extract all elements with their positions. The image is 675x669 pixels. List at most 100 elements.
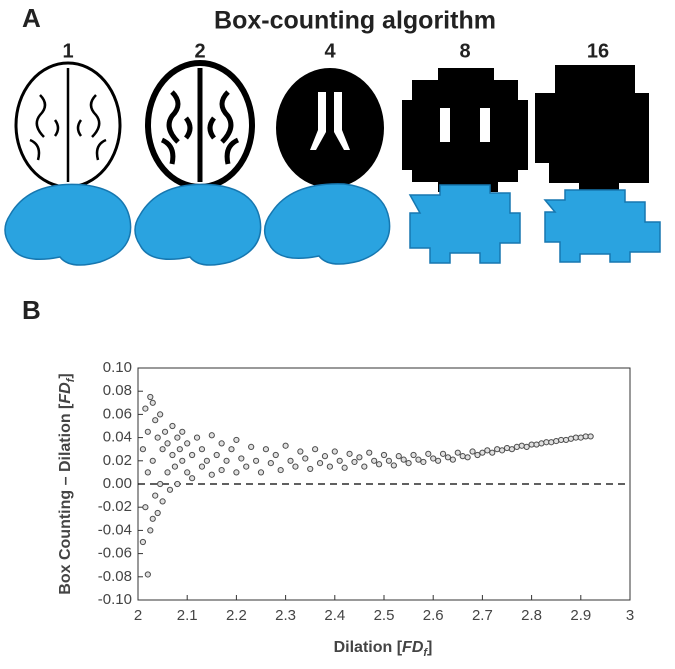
point (243, 463, 250, 470)
point (380, 451, 388, 459)
point (341, 464, 348, 471)
point (154, 509, 161, 517)
point (189, 451, 196, 459)
point (444, 454, 452, 461)
point (469, 448, 476, 455)
point (371, 457, 378, 464)
point (528, 441, 535, 448)
x-axis-label: Dilation [FDf] (334, 639, 433, 659)
point (326, 463, 333, 470)
point (425, 450, 432, 457)
point (449, 456, 456, 463)
point (198, 463, 206, 470)
point (174, 434, 181, 441)
point (292, 463, 299, 470)
point (189, 475, 196, 482)
y-tick-label: 0.04 (103, 429, 132, 446)
point (203, 457, 210, 464)
point (307, 465, 314, 473)
point (533, 441, 540, 448)
point (454, 449, 461, 456)
label-part: f (65, 377, 77, 382)
point (144, 469, 151, 476)
point (508, 446, 516, 453)
point (385, 457, 393, 464)
label-part: f (423, 647, 428, 659)
y-tick-label: 0.06 (103, 405, 132, 422)
point (152, 492, 159, 499)
point (233, 436, 240, 444)
point (503, 444, 511, 452)
point (346, 450, 353, 457)
point (439, 450, 447, 457)
x-tick-label: 2.4 (324, 607, 345, 624)
y-tick-label: 0.02 (103, 452, 132, 469)
point (171, 463, 178, 470)
point (144, 428, 151, 435)
scale-label: 8 (459, 40, 470, 62)
point (395, 453, 402, 460)
y-tick-label: -0.04 (98, 521, 132, 538)
point (233, 469, 240, 476)
y-axis-label: Box Counting – Dilation [FDf] (57, 373, 77, 594)
x-tick-label: 3 (626, 607, 634, 624)
point (147, 393, 154, 401)
point (152, 417, 159, 424)
point (474, 451, 481, 459)
panel-label: A (22, 3, 41, 33)
point (149, 457, 156, 464)
point (479, 449, 486, 456)
point (252, 457, 260, 464)
scale-label: 1 (62, 40, 73, 62)
point (184, 440, 191, 447)
panel-label: B (22, 295, 41, 325)
point (208, 471, 215, 478)
point (257, 469, 265, 476)
label-part: FD (402, 639, 424, 656)
point (147, 527, 154, 534)
point (375, 461, 383, 468)
scale-label: 4 (324, 40, 336, 62)
point (142, 504, 149, 511)
point (139, 446, 147, 453)
point (405, 460, 412, 467)
x-tick-label: 2.5 (374, 607, 395, 624)
point (208, 432, 215, 439)
label-part: FD (57, 382, 74, 404)
x-tick-label: 2.9 (570, 607, 591, 624)
point (198, 446, 206, 453)
point (302, 455, 309, 462)
point (513, 443, 520, 450)
x-tick-label: 2.7 (472, 607, 493, 624)
point (577, 434, 584, 441)
x-tick-label: 2.3 (275, 607, 296, 624)
point (213, 451, 220, 459)
point (435, 457, 442, 464)
scale-label: 16 (587, 40, 609, 62)
point (272, 451, 279, 459)
point (262, 446, 270, 453)
point (361, 463, 368, 470)
point (548, 439, 555, 446)
point (149, 399, 156, 406)
point (297, 448, 304, 455)
point (176, 446, 183, 453)
point (169, 422, 176, 430)
point (157, 411, 164, 418)
point (489, 449, 496, 456)
point (277, 466, 284, 474)
point (164, 440, 171, 447)
x-tick-label: 2 (134, 607, 142, 624)
y-tick-label: -0.08 (98, 568, 132, 585)
point (336, 457, 343, 464)
point (218, 440, 225, 447)
y-tick-label: -0.10 (98, 591, 132, 608)
point (193, 434, 201, 441)
point (223, 457, 230, 464)
point (169, 451, 176, 459)
x-tick-label: 2.1 (177, 607, 198, 624)
point (420, 458, 427, 466)
y-tick-label: 0.00 (103, 475, 132, 492)
label-part: Dilation [ (334, 639, 403, 656)
x-tick-label: 2.2 (226, 607, 247, 624)
